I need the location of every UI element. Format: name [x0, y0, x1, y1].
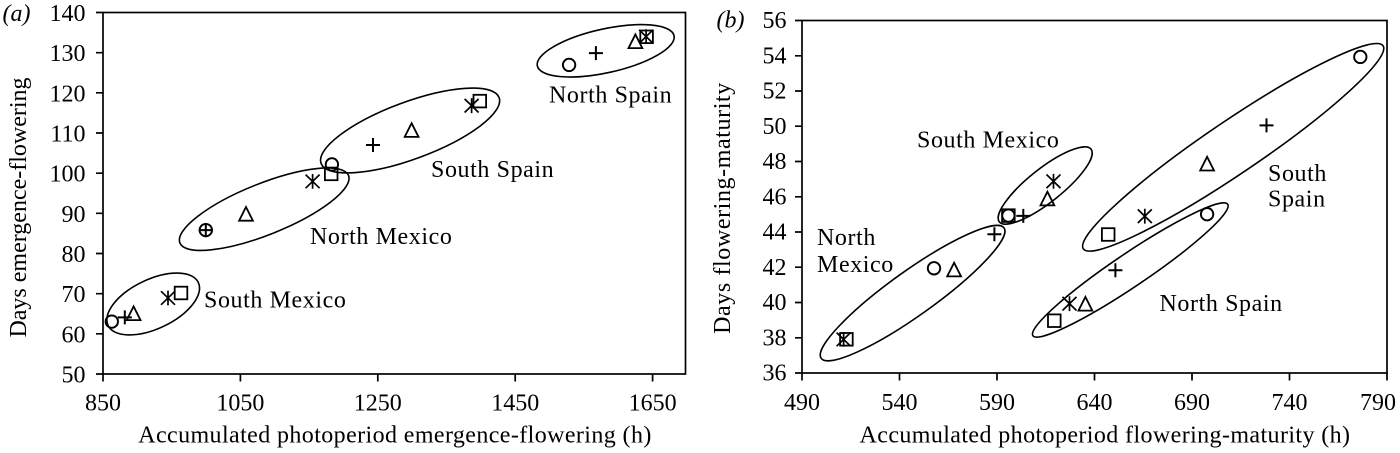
svg-text:590: 590: [979, 390, 1015, 416]
svg-text:640: 640: [1077, 390, 1113, 416]
svg-text:50: 50: [62, 363, 86, 389]
svg-text:(a): (a): [3, 1, 31, 27]
svg-text:North Spain: North Spain: [549, 83, 672, 109]
svg-text:44: 44: [763, 220, 787, 246]
svg-text:Accumulated photoperiod emerge: Accumulated photoperiod emergence-flower…: [138, 423, 652, 449]
svg-text:690: 690: [1174, 390, 1210, 416]
svg-text:52: 52: [763, 79, 787, 105]
svg-text:1050: 1050: [216, 391, 264, 417]
svg-text:90: 90: [62, 202, 86, 228]
svg-text:48: 48: [763, 149, 787, 175]
svg-text:850: 850: [85, 391, 121, 417]
svg-text:540: 540: [882, 390, 918, 416]
svg-text:100: 100: [50, 162, 86, 188]
svg-text:46: 46: [763, 184, 787, 210]
svg-text:790: 790: [1360, 390, 1396, 416]
svg-text:South: South: [1268, 161, 1327, 187]
svg-text:70: 70: [62, 282, 86, 308]
svg-text:Days emergence-flowering: Days emergence-flowering: [6, 77, 32, 337]
svg-text:South Mexico: South Mexico: [917, 128, 1060, 154]
svg-text:120: 120: [50, 81, 86, 107]
svg-text:42: 42: [763, 255, 787, 281]
svg-text:36: 36: [763, 361, 787, 387]
svg-text:50: 50: [763, 114, 787, 140]
svg-text:Mexico: Mexico: [817, 252, 894, 278]
svg-text:54: 54: [763, 43, 787, 69]
svg-text:North: North: [817, 225, 876, 251]
svg-text:740: 740: [1272, 390, 1308, 416]
svg-text:North Spain: North Spain: [1160, 291, 1283, 317]
svg-text:Accumulated photoperiod flower: Accumulated photoperiod flowering-maturi…: [860, 423, 1351, 449]
svg-text:South Spain: South Spain: [431, 157, 554, 183]
svg-text:1250: 1250: [354, 391, 402, 417]
svg-text:Spain: Spain: [1268, 187, 1326, 213]
svg-text:490: 490: [784, 390, 820, 416]
svg-text:60: 60: [62, 322, 86, 348]
svg-text:1450: 1450: [491, 391, 539, 417]
svg-text:140: 140: [50, 1, 86, 27]
svg-text:80: 80: [62, 242, 86, 268]
svg-text:Days flowering-maturity: Days flowering-maturity: [710, 82, 736, 334]
svg-text:(b): (b): [717, 8, 745, 34]
svg-text:40: 40: [763, 290, 787, 316]
svg-text:1650: 1650: [629, 391, 677, 417]
svg-text:38: 38: [763, 325, 787, 351]
svg-text:110: 110: [50, 122, 85, 148]
svg-text:130: 130: [50, 41, 86, 67]
svg-text:North Mexico: North Mexico: [310, 224, 453, 250]
svg-text:South Mexico: South Mexico: [204, 288, 347, 314]
svg-text:56: 56: [763, 8, 787, 34]
